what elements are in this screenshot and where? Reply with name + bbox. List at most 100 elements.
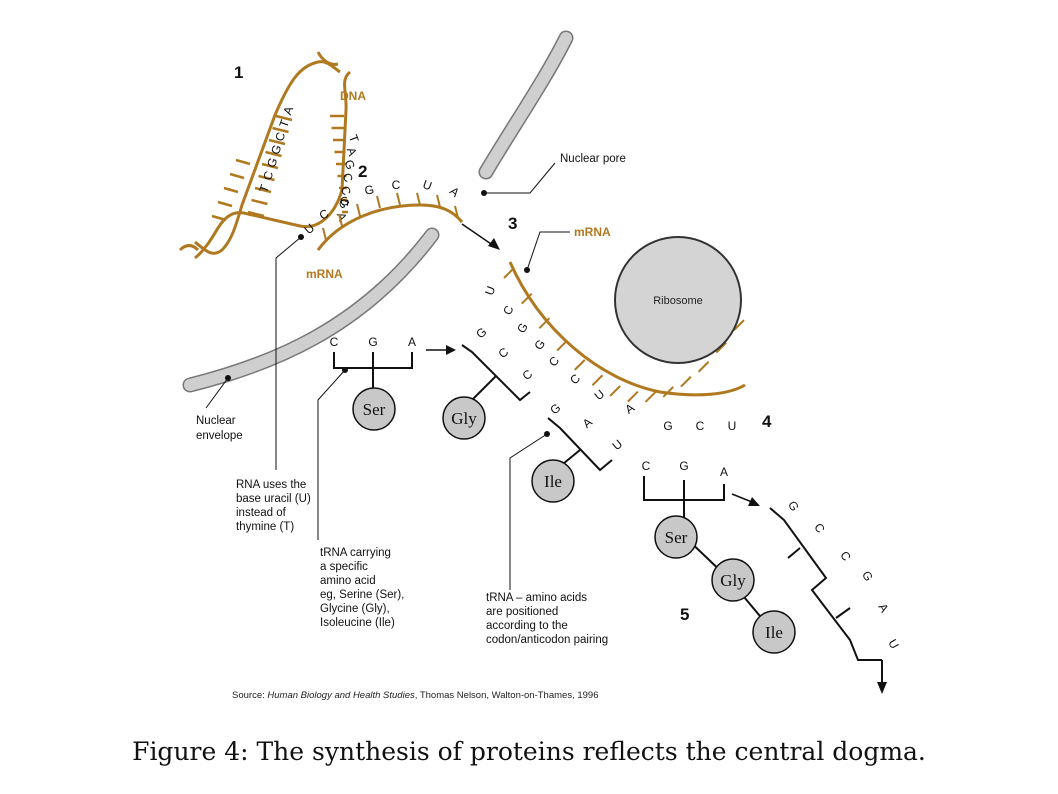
ribosome xyxy=(614,236,742,364)
trna-positioned-note-line: according to the xyxy=(486,620,568,632)
mrna-codon-base: G xyxy=(531,337,548,353)
uracil-note-line: RNA uses the xyxy=(236,479,306,491)
trna-released-base: U xyxy=(885,637,901,652)
trna-gly-docking-base: C xyxy=(496,345,512,362)
transcript-base: U xyxy=(421,177,434,193)
trna-ser-free xyxy=(333,352,413,392)
trna-carrying-note-line: tRNA carrying xyxy=(320,547,391,559)
amino-acid-ile-docking xyxy=(531,459,575,503)
uracil-note-line: base uracil (U) xyxy=(236,493,311,505)
dna-coding-base: C xyxy=(260,169,276,182)
trna-released-base: C xyxy=(811,521,828,536)
mrna-codon-base: C xyxy=(567,371,583,387)
trna-released xyxy=(769,507,883,686)
arrow-export xyxy=(461,223,500,250)
mrna-codon-base: U xyxy=(482,284,498,297)
trna-ser-bound-base: G xyxy=(679,459,688,473)
dna-base-pairs xyxy=(211,114,348,222)
amino-acid-chain-ile xyxy=(752,610,796,654)
amino-acid-chain-gly-label: Gly xyxy=(720,571,746,590)
transcript-base: G xyxy=(338,193,352,209)
transcript-base: A xyxy=(447,184,462,200)
trna-released-base: G xyxy=(859,568,876,583)
trna-positioned-note-line: tRNA – amino acids xyxy=(486,592,587,604)
trna-released-base: C xyxy=(837,549,854,564)
trna-ser-free-base: A xyxy=(408,335,416,349)
dna-template-base: G xyxy=(336,197,352,211)
amino-acid-chain-ile-label: Ile xyxy=(765,623,783,642)
step-number-5: 5 xyxy=(680,605,689,624)
mrna-label-cytoplasm: mRNA xyxy=(574,225,611,239)
dna-helix xyxy=(178,51,352,260)
uracil-note-pointer xyxy=(275,234,304,470)
trna-gly-docking-base: C xyxy=(520,367,536,384)
trna-ser-free-base: G xyxy=(368,335,377,349)
amino-acid-gly-docking xyxy=(442,396,486,440)
nuclear-pore-label: Nuclear pore xyxy=(560,153,626,165)
trna-carrying-note-line: amino acid xyxy=(320,575,376,587)
amino-acid-chain-gly xyxy=(711,558,755,602)
transcript-base: U xyxy=(302,221,318,237)
dna-coding-base: A xyxy=(280,104,296,116)
transcript-base: C xyxy=(392,178,401,192)
trna-carrying-note-line: a specific xyxy=(320,561,368,573)
trna-carrying-pointer xyxy=(317,367,348,540)
amino-acid-chain-ser-label: Ser xyxy=(665,528,688,547)
trna-carrying-note-line: Glycine (Gly), xyxy=(320,603,390,615)
trna-positioned-note-line: codon/anticodon pairing xyxy=(486,634,608,646)
trna-positioned-pointer xyxy=(509,431,550,590)
mrna-codon-base: G xyxy=(663,419,672,433)
trna-released-base: A xyxy=(875,601,891,615)
trna-carrying-note: tRNA carrying a specific amino acid eg, Ser… xyxy=(320,547,404,629)
nuclear-envelope-label-line1: Nuclear xyxy=(196,415,236,427)
trna-ile-docking-base: A xyxy=(580,415,595,431)
step-number-3: 3 xyxy=(508,214,517,233)
dna-template-base: A xyxy=(344,145,360,157)
mrna-codon-ticks xyxy=(503,267,745,403)
arrow-trna-release xyxy=(731,493,760,506)
trna-carrying-note-line: eg, Serine (Ser), xyxy=(320,589,404,601)
uracil-note-line: instead of xyxy=(236,507,287,519)
mrna-label-nucleus: mRNA xyxy=(306,267,343,281)
mrna-codon-base: C xyxy=(546,353,563,369)
dna-label: DNA xyxy=(340,89,366,103)
trna-ser-bound xyxy=(643,476,725,520)
mrna-pointer xyxy=(524,231,570,273)
mrna-codon-base: C xyxy=(696,419,705,433)
transcript-mrna-strand xyxy=(316,203,464,251)
nuclear-pore-pointer xyxy=(481,162,556,196)
transcript-base: G xyxy=(363,182,375,197)
amino-acid-ile-docking-label: Ile xyxy=(544,472,562,491)
trna-released-arrowhead xyxy=(877,682,887,694)
amino-acid-chain-ser xyxy=(654,515,698,559)
trna-ile-docking-base: U xyxy=(610,437,626,453)
trna-ser-bound-base: C xyxy=(642,459,651,473)
mrna-codon-base: C xyxy=(500,303,516,317)
amino-acid-gly-docking-label: Gly xyxy=(451,409,477,428)
dna-coding-base: G xyxy=(268,143,284,157)
trna-positioned-note-line: are positioned xyxy=(486,606,558,618)
uracil-note-line: thymine (T) xyxy=(236,521,294,533)
nuclear-envelope-pointer xyxy=(205,375,231,409)
mrna-codon-base: U xyxy=(728,419,737,433)
nuclear-envelope xyxy=(182,30,574,393)
dna-template-base: G xyxy=(342,158,358,172)
trna-carrying-note-line: Isoleucine (Ile) xyxy=(320,617,395,629)
source-citation: Source: Human Biology and Health Studies… xyxy=(232,690,599,701)
trna-ser-free-base: C xyxy=(330,335,339,349)
uracil-note: RNA uses the base uracil (U) instead of thy… xyxy=(236,479,311,533)
mrna-codon-base: A xyxy=(622,401,637,417)
mrna-codon-base: U xyxy=(592,387,608,403)
trna-gly-docking xyxy=(461,344,531,406)
nuclear-envelope-label-line2: envelope xyxy=(196,430,243,442)
dna-coding-base: G xyxy=(264,156,280,170)
trna-gly-docking-base: G xyxy=(473,325,489,342)
dna-template-base: T xyxy=(346,133,362,145)
step-number-2: 2 xyxy=(358,162,367,181)
mrna-codon-base: G xyxy=(514,320,531,335)
ribosome-label: Ribosome xyxy=(653,295,703,307)
amino-acid-ser-free-label: Ser xyxy=(363,400,386,419)
